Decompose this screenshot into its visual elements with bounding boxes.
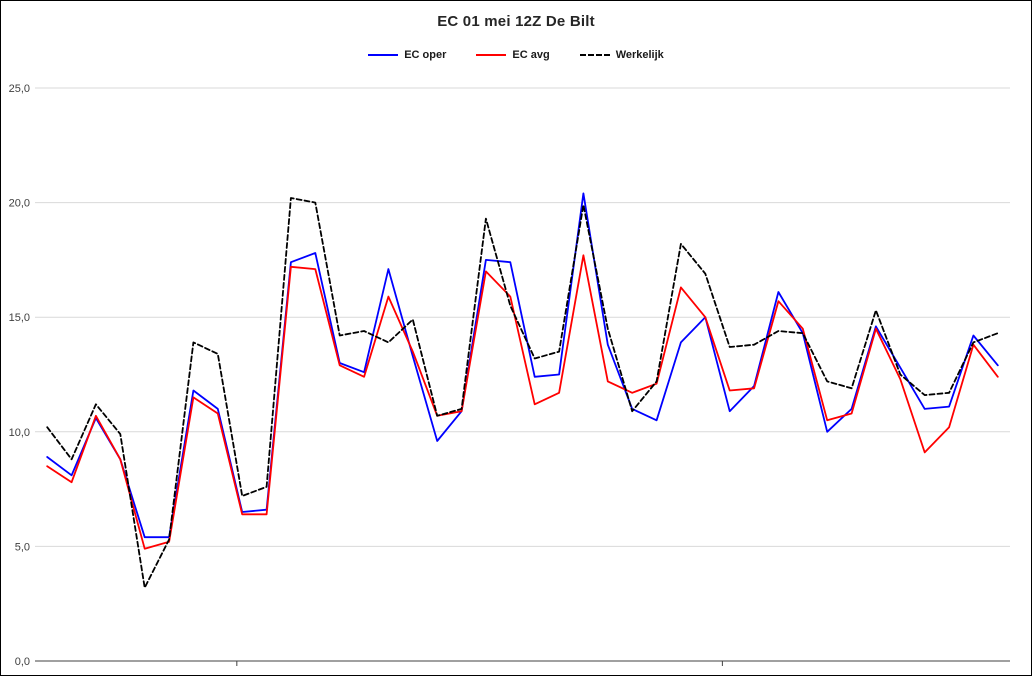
y-axis-tick-label: 15,0 (9, 312, 30, 324)
legend-label-ec-oper: EC oper (404, 49, 447, 61)
series-line-werkelijk (46, 197, 999, 589)
series-line-ec-oper (46, 192, 999, 539)
legend-label-ec-avg: EC avg (512, 49, 550, 61)
legend-item-werkelijk: Werkelijk (579, 49, 664, 61)
legend: EC oper EC avg Werkelijk (1, 49, 1031, 61)
legend-item-ec-oper: EC oper (368, 49, 446, 61)
legend-label-werkelijk: Werkelijk (615, 49, 664, 61)
legend-swatch-ec-avg (476, 54, 507, 56)
y-axis-tick-label: 5,0 (15, 541, 30, 553)
series-line-ec-avg (46, 254, 999, 550)
legend-swatch-werkelijk (579, 54, 610, 56)
y-axis-tick-label: 0,0 (15, 656, 30, 668)
legend-item-ec-avg: EC avg (476, 49, 550, 61)
y-axis-tick-label: 10,0 (9, 427, 30, 439)
legend-swatch-ec-oper (368, 54, 399, 56)
y-axis-tick-label: 25,0 (9, 83, 30, 95)
chart-title: EC 01 mei 12Z De Bilt (437, 13, 595, 30)
y-axis-tick-label: 20,0 (9, 198, 30, 210)
